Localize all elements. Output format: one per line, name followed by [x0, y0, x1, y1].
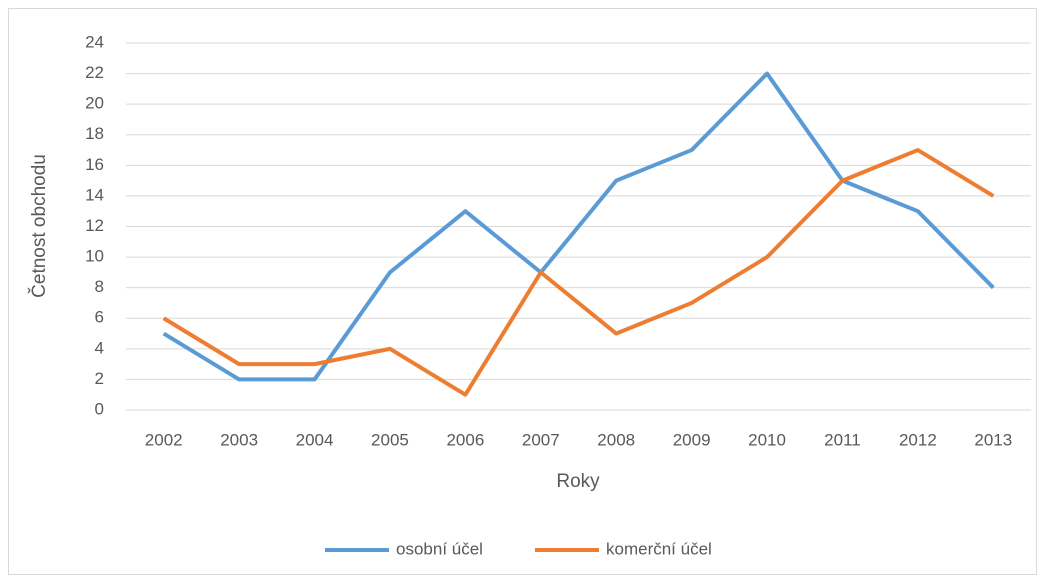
y-tick-label: 2 [95, 369, 104, 388]
x-tick-label: 2012 [899, 430, 937, 449]
legend-label: osobní účel [396, 539, 483, 558]
data-line [162, 71, 995, 382]
x-tick-label: 2004 [296, 430, 334, 449]
x-tick-label: 2005 [371, 430, 409, 449]
y-tick-label: 10 [85, 247, 104, 266]
y-tick-label: 18 [85, 124, 104, 143]
y-tick-label: 6 [95, 308, 104, 327]
x-tick-label: 2003 [220, 430, 258, 449]
chart-frame [8, 8, 1037, 575]
y-tick-label: 12 [85, 216, 104, 235]
x-tick-label: 2007 [522, 430, 560, 449]
y-axis-title: Četnost obchodu [28, 154, 50, 298]
y-tick-label: 20 [85, 94, 104, 113]
y-tick-label: 8 [95, 277, 104, 296]
y-tick-label: 16 [85, 155, 104, 174]
data-line [162, 148, 995, 397]
x-tick-label: 2009 [673, 430, 711, 449]
x-tick-label: 2011 [824, 430, 861, 449]
x-tick-label: 2008 [597, 430, 635, 449]
x-tick-label: 2006 [446, 430, 484, 449]
y-tick-label: 0 [95, 399, 104, 418]
x-tick-label: 2010 [748, 430, 786, 449]
legend-label: komerční účel [606, 539, 712, 558]
y-tick-label: 14 [85, 185, 104, 204]
x-tick-label: 2013 [974, 430, 1012, 449]
y-tick-label: 4 [95, 338, 104, 357]
x-axis-title: Roky [556, 471, 600, 492]
y-tick-label: 24 [85, 32, 104, 51]
x-tick-label: 2002 [145, 430, 183, 449]
y-tick-label: 22 [85, 63, 104, 82]
